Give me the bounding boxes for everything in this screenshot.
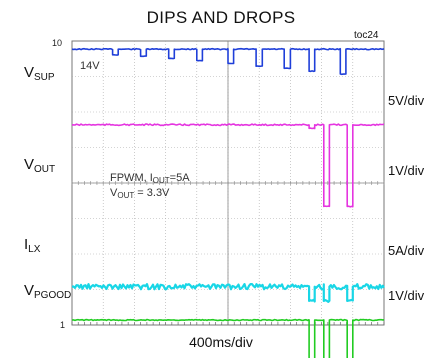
dip-vsup-6 [256, 49, 262, 66]
scale-vpgood: 1V/div [388, 288, 424, 303]
scale-ilx: 5A/div [388, 243, 424, 258]
dip-vsup-7 [284, 49, 290, 68]
channel-label-vpgood: VPGOOD [24, 282, 71, 301]
dip-vsup-5 [228, 49, 234, 63]
condition-annotation: FPWM, IOUT=5A VOUT = 3.3V [110, 172, 190, 202]
channel-label-vsup: VSUP [24, 64, 55, 83]
dip-vsup-1 [113, 49, 119, 55]
dip-vout-2 [324, 125, 330, 207]
dip-vsup-2 [141, 49, 147, 56]
scale-vout: 1V/div [388, 163, 424, 178]
x-scale-label: 400ms/div [0, 334, 442, 350]
dip-vsup-4 [197, 49, 203, 60]
vsup-level-annotation: 14V [80, 60, 100, 73]
channel-label-vout: VOUT [24, 156, 55, 175]
dip-vout-3 [347, 125, 353, 207]
dip-vsup-9 [340, 49, 346, 74]
channel-label-ilx: ILX [24, 236, 40, 255]
dip-vsup-8 [309, 49, 315, 71]
dip-vsup-3 [169, 49, 175, 58]
scale-vsup: 5V/div [388, 93, 424, 108]
